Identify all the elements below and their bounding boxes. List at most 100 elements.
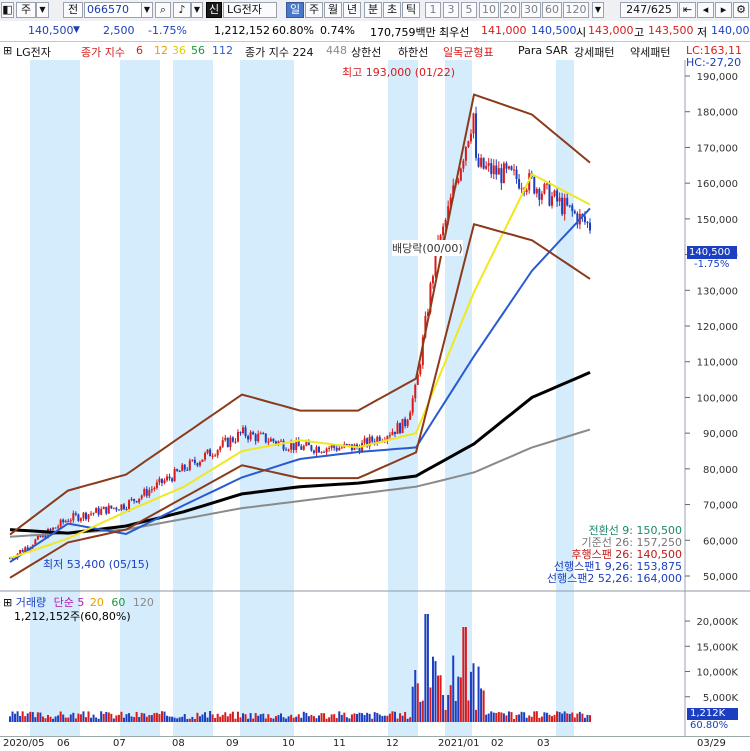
legend-ma12[interactable]: 12 [154, 44, 168, 57]
interval-dropdown-icon[interactable]: ▼ [592, 2, 604, 18]
candle-body [257, 433, 260, 442]
volume-bar [122, 717, 125, 722]
candle-body [168, 476, 171, 479]
legend-ma224[interactable]: 종가 지수 224 [245, 46, 314, 59]
volume-title[interactable]: 거래량 [15, 596, 47, 609]
next-page-icon[interactable]: ▸ [715, 2, 732, 18]
volume-bar [231, 711, 234, 722]
period-day[interactable]: 일 [286, 2, 304, 18]
candle-body [583, 216, 586, 223]
volume-bar [404, 711, 407, 722]
settings-icon[interactable]: ⚙ [733, 2, 749, 18]
legend-ma36[interactable]: 36 [172, 44, 186, 57]
legend-psar[interactable]: Para SAR [518, 44, 568, 57]
volume-ma120[interactable]: 120 [132, 596, 154, 609]
legend-upper[interactable]: 상한선 [351, 46, 382, 59]
interval-1[interactable]: 1 [425, 2, 441, 18]
all-button[interactable]: 전 [63, 2, 83, 18]
legend-ma56[interactable]: 56 [191, 44, 205, 57]
volume-grid-icon[interactable]: ⊞ [3, 596, 13, 609]
volume-ma20[interactable]: 20 [89, 596, 104, 609]
volume-bar [391, 711, 394, 722]
interval-120[interactable]: 120 [563, 2, 589, 18]
interval-10[interactable]: 10 [479, 2, 499, 18]
menu-icon[interactable]: ◧ [1, 2, 14, 18]
volume-ma60[interactable]: 60 [111, 596, 126, 609]
legend-ma-title[interactable]: 종가 지수 [81, 46, 125, 59]
legend-ma448[interactable]: 448 [326, 44, 347, 57]
legend-ma6[interactable]: 6 [136, 44, 143, 57]
first-page-icon[interactable]: ⇤ [679, 2, 696, 18]
legend-ma112[interactable]: 112 [212, 44, 233, 57]
volume-bar [264, 718, 267, 722]
candle-body [221, 440, 224, 447]
interval-3[interactable]: 3 [443, 2, 459, 18]
volume-bar [373, 712, 376, 722]
volume-bar [226, 716, 229, 722]
legend-strong[interactable]: 강세패턴 [574, 46, 615, 59]
volume-bar [312, 716, 315, 722]
volume-bar [77, 713, 80, 722]
legend-grid-icon[interactable]: ⊞ [3, 44, 13, 57]
volume-bar [211, 714, 214, 722]
candle-body [457, 180, 460, 183]
period-second[interactable]: 초 [383, 2, 401, 18]
candle-body [305, 441, 308, 446]
candle-body [416, 374, 419, 385]
candle-body [411, 398, 414, 413]
candle-body [72, 513, 75, 521]
code-dropdown-icon[interactable]: ▼ [141, 2, 153, 18]
candle-body [105, 506, 108, 514]
volume-bar [571, 712, 574, 722]
legend-name[interactable]: LG전자 [16, 46, 51, 59]
type-button[interactable]: 주 [16, 2, 36, 18]
candle-body [573, 211, 576, 214]
volume-bar [74, 718, 77, 722]
volume-bar [437, 675, 440, 722]
volume-bar [105, 711, 108, 722]
volume-bar [409, 717, 412, 722]
interval-5[interactable]: 5 [461, 2, 477, 18]
volume-bar [510, 712, 513, 722]
volume-bar [59, 711, 62, 722]
legend-weak[interactable]: 약세패턴 [630, 46, 671, 59]
speaker-dropdown-icon[interactable]: ▼ [191, 2, 203, 18]
prev-page-icon[interactable]: ◂ [697, 2, 714, 18]
stock-code-input[interactable]: 066570 [84, 2, 152, 18]
speaker-icon[interactable]: ♪ [173, 2, 191, 18]
volume-bar [31, 712, 34, 722]
legend-hc: HC:-27,20 [686, 56, 742, 69]
volume-bar [518, 714, 521, 722]
legend-lower[interactable]: 하한선 [398, 46, 429, 59]
interval-30[interactable]: 30 [521, 2, 541, 18]
volume-bar [429, 687, 432, 722]
candle-body [300, 446, 303, 450]
candle-body [267, 441, 270, 443]
volume-bars [9, 614, 591, 722]
period-month[interactable]: 월 [324, 2, 342, 18]
candle-body [49, 528, 52, 530]
volume-bar [307, 716, 310, 722]
volume-bar [221, 714, 224, 722]
volume-bar [259, 714, 262, 722]
volume-bar [269, 717, 272, 722]
period-week[interactable]: 주 [305, 2, 323, 18]
legend-ichimoku[interactable]: 일목균형표 [443, 46, 494, 59]
volume-bar [355, 714, 358, 722]
volume-bar [186, 718, 189, 722]
volume-value: 1,212,152 [214, 24, 270, 37]
search-icon[interactable]: ⌕ [155, 2, 171, 18]
price-chart[interactable]: 190,000180,000170,000160,000150,000140,0… [0, 42, 750, 736]
interval-20[interactable]: 20 [500, 2, 520, 18]
volume-ma-title[interactable]: 단순 5 [53, 596, 85, 609]
volume-bar [320, 713, 323, 722]
type-dropdown-icon[interactable]: ▼ [36, 2, 49, 18]
candle-body [285, 449, 288, 451]
candle-body [414, 384, 417, 399]
volume-bar [482, 690, 485, 722]
interval-60[interactable]: 60 [542, 2, 562, 18]
period-minute[interactable]: 분 [364, 2, 382, 18]
volume-bar [401, 715, 404, 722]
period-tick[interactable]: 틱 [402, 2, 420, 18]
period-year[interactable]: 년 [343, 2, 361, 18]
